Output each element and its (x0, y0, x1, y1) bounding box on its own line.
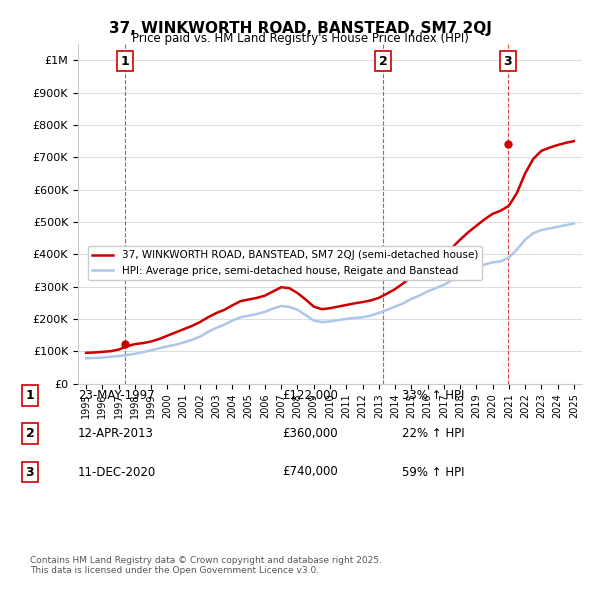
Text: 2: 2 (379, 55, 388, 68)
Text: 3: 3 (26, 466, 34, 478)
Text: 3: 3 (503, 55, 512, 68)
Text: £122,000: £122,000 (282, 389, 338, 402)
Text: 2: 2 (26, 427, 34, 440)
Text: 1: 1 (121, 55, 130, 68)
Text: 23-MAY-1997: 23-MAY-1997 (78, 389, 155, 402)
Legend: 37, WINKWORTH ROAD, BANSTEAD, SM7 2QJ (semi-detached house), HPI: Average price,: 37, WINKWORTH ROAD, BANSTEAD, SM7 2QJ (s… (88, 246, 482, 280)
Text: 33% ↑ HPI: 33% ↑ HPI (402, 389, 464, 402)
Text: 1: 1 (26, 389, 34, 402)
Text: 12-APR-2013: 12-APR-2013 (78, 427, 154, 440)
Text: £740,000: £740,000 (282, 466, 338, 478)
Text: 59% ↑ HPI: 59% ↑ HPI (402, 466, 464, 478)
Text: Price paid vs. HM Land Registry's House Price Index (HPI): Price paid vs. HM Land Registry's House … (131, 32, 469, 45)
Text: 22% ↑ HPI: 22% ↑ HPI (402, 427, 464, 440)
Text: £360,000: £360,000 (282, 427, 338, 440)
Text: 11-DEC-2020: 11-DEC-2020 (78, 466, 156, 478)
Text: Contains HM Land Registry data © Crown copyright and database right 2025.
This d: Contains HM Land Registry data © Crown c… (30, 556, 382, 575)
Text: 37, WINKWORTH ROAD, BANSTEAD, SM7 2QJ: 37, WINKWORTH ROAD, BANSTEAD, SM7 2QJ (109, 21, 491, 35)
